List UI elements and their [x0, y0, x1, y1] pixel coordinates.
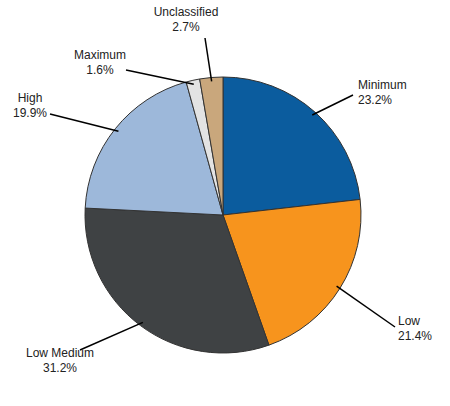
- leader-line: [312, 95, 353, 115]
- pie-slice: [223, 77, 360, 215]
- leader-line: [337, 286, 395, 327]
- data-label: 1.6%: [86, 63, 114, 77]
- data-label: 31.2%: [43, 361, 77, 375]
- slice-label: Minimum: [358, 78, 407, 92]
- pie-chart: Minimum23.2%Low21.4%Low Medium31.2%High1…: [0, 0, 450, 406]
- slice-label: Low Medium: [26, 346, 94, 360]
- slice-label: Maximum: [74, 48, 126, 62]
- chart-container: Minimum23.2%Low21.4%Low Medium31.2%High1…: [0, 0, 450, 406]
- leader-line: [205, 38, 212, 81]
- slices: [85, 77, 361, 353]
- slice-label: High: [18, 91, 43, 105]
- data-label: 21.4%: [398, 329, 432, 343]
- data-label: 2.7%: [172, 20, 200, 34]
- pie-slice: [85, 208, 269, 353]
- data-label: 19.9%: [13, 106, 47, 120]
- pie-slice: [200, 77, 223, 215]
- leader-line: [50, 114, 118, 131]
- slice-label: Low: [398, 314, 420, 328]
- slice-label: Unclassified: [154, 5, 219, 19]
- leader-line: [126, 70, 194, 84]
- data-label: 23.2%: [358, 93, 392, 107]
- labels: Minimum23.2%Low21.4%Low Medium31.2%High1…: [13, 5, 432, 375]
